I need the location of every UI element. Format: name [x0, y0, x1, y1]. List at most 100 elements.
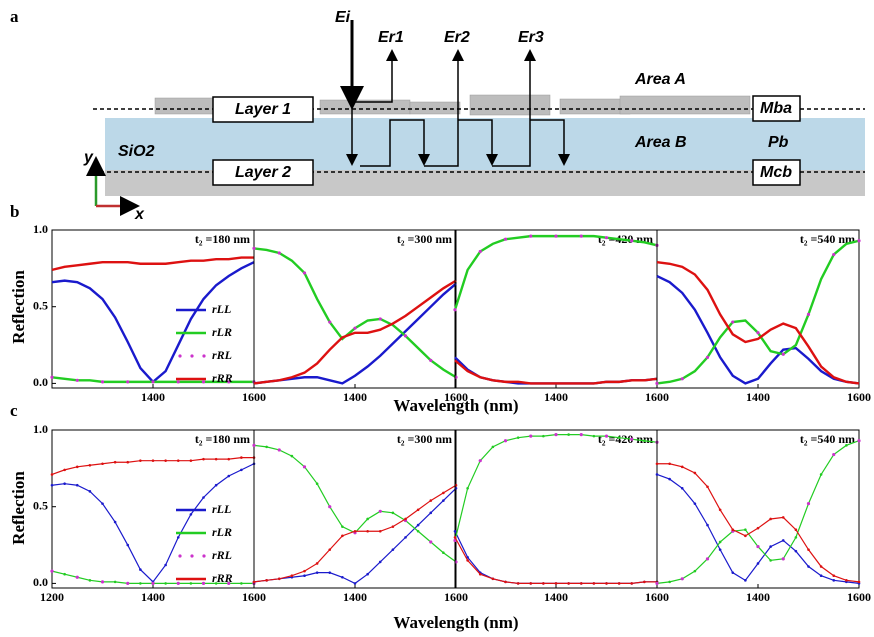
data-marker	[265, 579, 268, 582]
data-marker	[164, 563, 167, 567]
data-marker	[491, 577, 495, 581]
data-marker	[579, 582, 583, 585]
data-dot	[630, 437, 634, 441]
legend-label: rRL	[212, 548, 232, 562]
data-marker	[630, 582, 634, 585]
plot-frame	[253, 429, 457, 589]
data-marker	[529, 582, 533, 585]
data-marker	[554, 582, 558, 585]
y-tick-label: 0.5	[33, 298, 48, 312]
series-line	[51, 261, 255, 384]
data-marker	[303, 574, 306, 578]
data-marker	[88, 490, 92, 493]
data-dot	[302, 465, 307, 469]
annotation: t₂ =540 nm	[800, 232, 855, 246]
annotation: t₂ =300 nm	[397, 232, 452, 246]
data-marker	[88, 463, 92, 467]
data-marker	[605, 582, 608, 585]
data-marker	[453, 536, 457, 539]
data-dot	[579, 433, 583, 437]
data-dot	[75, 575, 79, 579]
x-tick-label: 1600	[645, 590, 669, 604]
data-dot	[529, 434, 533, 438]
data-marker	[819, 473, 823, 476]
series-line	[656, 440, 860, 584]
data-dot	[151, 581, 155, 585]
data-marker	[416, 508, 420, 512]
data-dot	[832, 252, 836, 257]
data-marker	[706, 485, 709, 489]
data-marker	[832, 579, 836, 582]
data-dot	[529, 234, 533, 238]
data-dot	[806, 312, 811, 316]
data-marker	[845, 444, 848, 447]
data-marker	[718, 508, 722, 512]
data-marker	[731, 528, 735, 532]
data-dot	[252, 443, 256, 447]
incident-label: Ei	[335, 9, 351, 26]
area-label: Area B	[634, 134, 687, 151]
data-dot	[378, 509, 382, 513]
data-dot	[781, 557, 785, 561]
data-dot	[277, 251, 281, 255]
data-marker	[75, 465, 79, 469]
data-marker	[567, 582, 570, 585]
data-dot	[126, 581, 130, 585]
data-dot	[227, 380, 231, 384]
data-marker	[50, 483, 54, 487]
data-dot	[201, 581, 206, 585]
legend-label: rRR	[212, 571, 233, 585]
data-marker	[189, 513, 193, 516]
data-marker	[769, 517, 772, 521]
data-marker	[706, 523, 709, 527]
data-marker	[366, 517, 369, 521]
area-label: Area A	[634, 71, 686, 88]
data-marker	[353, 582, 357, 585]
data-dot	[503, 237, 508, 241]
reflected-label: Er1	[378, 29, 404, 46]
data-marker	[113, 460, 117, 464]
data-dot	[478, 249, 482, 254]
plot-frame	[253, 229, 457, 389]
data-dot	[50, 375, 54, 379]
data-marker	[731, 571, 735, 574]
y-axis-label: Reflection	[9, 471, 28, 545]
data-dot	[579, 234, 583, 238]
data-marker	[442, 551, 445, 555]
reflected-label: Er3	[518, 29, 544, 46]
data-dot	[277, 448, 281, 452]
data-marker	[416, 523, 420, 527]
data-marker	[214, 582, 218, 585]
data-marker	[491, 445, 495, 449]
layer-label: Layer 2	[235, 164, 291, 181]
data-dot	[832, 452, 836, 457]
data-marker	[442, 499, 445, 502]
data-marker	[63, 468, 66, 472]
y-tick-label: 1.0	[33, 422, 48, 436]
y-tick-label: 0.0	[33, 375, 48, 389]
y-axis-label: Reflection	[9, 270, 28, 344]
data-marker	[391, 525, 395, 528]
panel-label: b	[10, 202, 19, 221]
data-marker	[189, 459, 193, 462]
data-marker	[164, 459, 167, 462]
x-tick-label: 1200	[40, 590, 64, 604]
data-dot	[680, 577, 684, 581]
data-marker	[341, 525, 344, 528]
series-line	[453, 234, 658, 311]
plot-frame	[454, 429, 658, 589]
data-dot	[176, 380, 180, 384]
series-line	[51, 256, 254, 272]
data-marker	[404, 536, 407, 539]
x-tick-label: 1600	[847, 590, 871, 604]
data-marker	[466, 559, 469, 562]
annotation: t₂ =540 nm	[800, 432, 855, 446]
data-dot	[680, 377, 684, 381]
ray-arrows	[340, 20, 570, 167]
data-marker	[542, 582, 545, 585]
data-marker	[63, 572, 66, 576]
data-dot	[705, 355, 710, 359]
data-dot	[453, 308, 457, 312]
data-dot	[655, 381, 659, 385]
data-marker	[781, 539, 785, 542]
